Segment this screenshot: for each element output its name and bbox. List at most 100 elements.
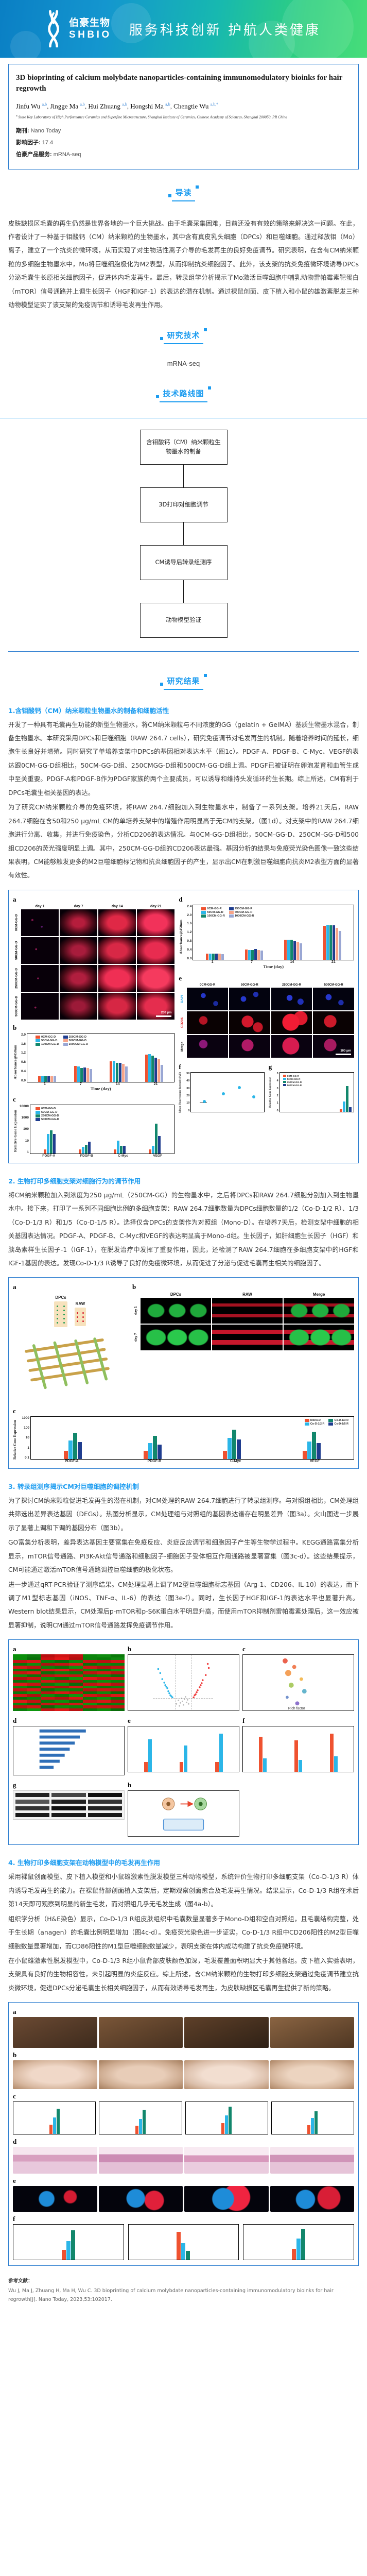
fig1f-ytick: 20 (186, 1094, 190, 1097)
fig1g-legend: 0CM-GG-R 50CM-GG-R 250CM-GG-R 500CM-GG-R (283, 1075, 302, 1087)
fig1-panel-d-chart: Absorbance@450nm 2.4 2.0 1.6 1.2 0.8 0.4… (179, 904, 354, 969)
fig2a-scaffold-schematic (25, 1337, 110, 1389)
paper-header-card: 3D bioprinting of calcium molybdate nano… (8, 64, 359, 170)
section-heading-results-label: 研究结果 (160, 673, 207, 690)
fig3-panel-d: d (13, 1717, 125, 1778)
figure-3: a (8, 1639, 359, 1845)
fig4b-photo-row (13, 2060, 354, 2090)
figure-2: a DPCs RAW (8, 1277, 359, 1469)
fig3-panel-f: f (242, 1717, 354, 1778)
fig1d-ytick: 1.6 (187, 922, 192, 926)
fig4e-if-row (13, 2186, 354, 2212)
fig1c-ytick: 1 (27, 1150, 29, 1154)
figure-1: a day 1 day 7 day 14 day 21 0CM-GG-D 50C… (8, 889, 359, 1163)
roadmap-step-2: 3D打印对细胞调节 (139, 487, 228, 522)
fig2b-col-header: Merge (312, 1292, 325, 1297)
fig3d-pathway-bar (13, 1726, 125, 1776)
fig1a-row-label: 0CM-GG-D (14, 914, 19, 931)
fig1a-micrograph (98, 992, 136, 1020)
fig3g-western-blot (13, 1790, 125, 1820)
fig4f-chart-row (13, 2224, 354, 2261)
fig1e-scalebar (336, 1053, 351, 1055)
fig1c-ytick: 10 (25, 1139, 29, 1143)
roadmap-step-4: 动物模型验证 (139, 602, 228, 638)
fig1d-xtick: 1 (211, 960, 214, 964)
fig1-panel-c-chart: Relative Gene Expression 10000 1000 100 … (13, 1104, 175, 1158)
fig3-panel-c: c Rich factor (242, 1645, 354, 1714)
fig1a-micrograph (137, 937, 175, 964)
fig1d-ytick: 2.4 (187, 904, 192, 908)
brand-name-cn: 伯豪生物 (69, 17, 111, 28)
result-2-body: 将CM纳米颗粒加入到浓度为250 μg/mL（250CM-GG）的生物墨水中，之… (8, 1189, 359, 1270)
fig1d-bar-group (244, 905, 263, 960)
fig1c-bar-group (148, 1105, 161, 1154)
fig1e-cd206 (313, 1011, 354, 1034)
section-heading-results: 研究结果 (0, 673, 367, 693)
fig3b-volcano-plot (128, 1654, 239, 1711)
fig1b-legend-item: 500CM-GG-D (68, 1039, 87, 1042)
fig2a-raw-tube (75, 1308, 86, 1327)
fig1c-legend: 0CM-GG-D 50CM-GG-D 250CM-GG-D 500CM-GG-D (36, 1107, 59, 1121)
result-3-title: 3. 转录组测序揭示CM对巨噬细胞的调控机制 (8, 1482, 139, 1490)
fig1c-ytick: 10000 (19, 1104, 29, 1108)
fig2-panel-a-letter: a (13, 1283, 16, 1291)
fig1c-legend-item: 250CM-GG-D (41, 1114, 59, 1117)
result-1-p1: 开发了一种具有毛囊再生功能的新型生物墨水，将CM纳米颗粒与不同浓度的GG（gel… (8, 721, 359, 796)
fig2c-ytick: 100 (24, 1426, 29, 1430)
fig1b-xtick: 14 (115, 1082, 120, 1086)
fig2c-legend-item: Co-D-1/3 R (334, 1418, 348, 1422)
fig1g-ytick: 4 (276, 1079, 278, 1083)
result-4-p1: 采用裸鼠创面模型、皮下植入模型和小鼠雄激素性脱发模型三种动物模型，系统评价生物打… (8, 1873, 359, 1908)
fig1g-ytick: 0 (276, 1109, 278, 1112)
fig2c-ytick: 0.1 (24, 1455, 29, 1460)
roadmap-bottom-rule (8, 651, 359, 652)
fig1g-legend-item: 0CM-GG-R (287, 1074, 299, 1077)
roadmap-connector (183, 580, 184, 603)
fig1a-micrograph (98, 909, 136, 936)
fig1d-ytick: 2.0 (187, 913, 192, 917)
banner-decor-circle (111, 3, 151, 43)
paper-title: 3D bioprinting of calcium molybdate nano… (16, 74, 343, 93)
section-heading-tech: 研究技术 (0, 328, 367, 347)
fig1b-legend-item: 1000CM-GG-D (68, 1042, 89, 1046)
fig3-panel-g-letter: g (13, 1781, 16, 1789)
fig1b-xlabel: Time (day) (90, 1086, 111, 1091)
fig1d-xtick: 21 (331, 960, 336, 964)
fig4d-he-image (184, 2147, 269, 2174)
fig4a-photo (13, 2017, 97, 2048)
fig1-panel-b-letter: b (13, 1023, 17, 1031)
fig4-panel-a-letter: a (13, 2008, 16, 2016)
fig1c-legend-item: 50CM-GG-D (41, 1110, 58, 1114)
fig1g-ytick: 2 (276, 1094, 278, 1097)
fig1a-row-label: 50CM-GG-D (14, 941, 19, 960)
fig2c-bar-group (143, 1417, 162, 1459)
fig2-panel-b-letter: b (132, 1283, 136, 1291)
fig1c-group-label: VEGF (153, 1154, 163, 1158)
fig2c-legend-item: Co-D-1/2 R (310, 1422, 325, 1426)
fig2c-group-label: VEGF (309, 1459, 320, 1463)
fig1a-micrograph (60, 964, 98, 992)
result-3-p2: GO富集分析表明，差异表达基因主要富集在免疫反应、炎症反应调节和细胞因子产生等生… (8, 1539, 359, 1574)
fig1b-ylabel: Absorbance@450nm (13, 1044, 18, 1079)
fig2c-ytick: 10 (25, 1436, 29, 1440)
fig2c-ytick: 1 (27, 1446, 29, 1450)
fig3h-mechanism-schematic (128, 1790, 239, 1837)
fig2b-row-label: day 1 (134, 1307, 138, 1315)
fig1b-legend-item: 0CM-GG-D (41, 1035, 56, 1039)
fig3-panel-h: h (128, 1781, 239, 1839)
fig1f-ylabel: Mean Fluorescence Intensity(AU) (179, 1072, 182, 1113)
fig1b-bar-group (109, 1033, 128, 1082)
fig4a-photo (184, 2017, 269, 2048)
fig1-panel-e-letter: e (179, 974, 182, 982)
fig1b-ytick: 1.2 (21, 1051, 26, 1055)
result-4-p3: 在小鼠雄激素性脱发模型中，Co-D-1/3 R组小鼠背部皮肤颜色加深，毛发覆盖面… (8, 1957, 359, 1992)
meta-if-value: 17.4 (42, 139, 54, 146)
fig1d-legend-item: 100CM-GG-R (207, 914, 225, 918)
fig3-panel-e: e (128, 1717, 239, 1778)
reference-citation: Wu J, Ma J, Zhuang H, Ma H, Wu C. 3D bio… (8, 2288, 334, 2302)
fig2c-bar-group (63, 1417, 82, 1459)
fig1c-ylabel: Relative Gene Expression (13, 1110, 18, 1153)
fig2c-legend-item: Mono-D (310, 1418, 321, 1422)
fig1c-ytick: 1000 (21, 1116, 29, 1120)
fig1d-legend-item: 0CM-GG-R (207, 907, 222, 910)
